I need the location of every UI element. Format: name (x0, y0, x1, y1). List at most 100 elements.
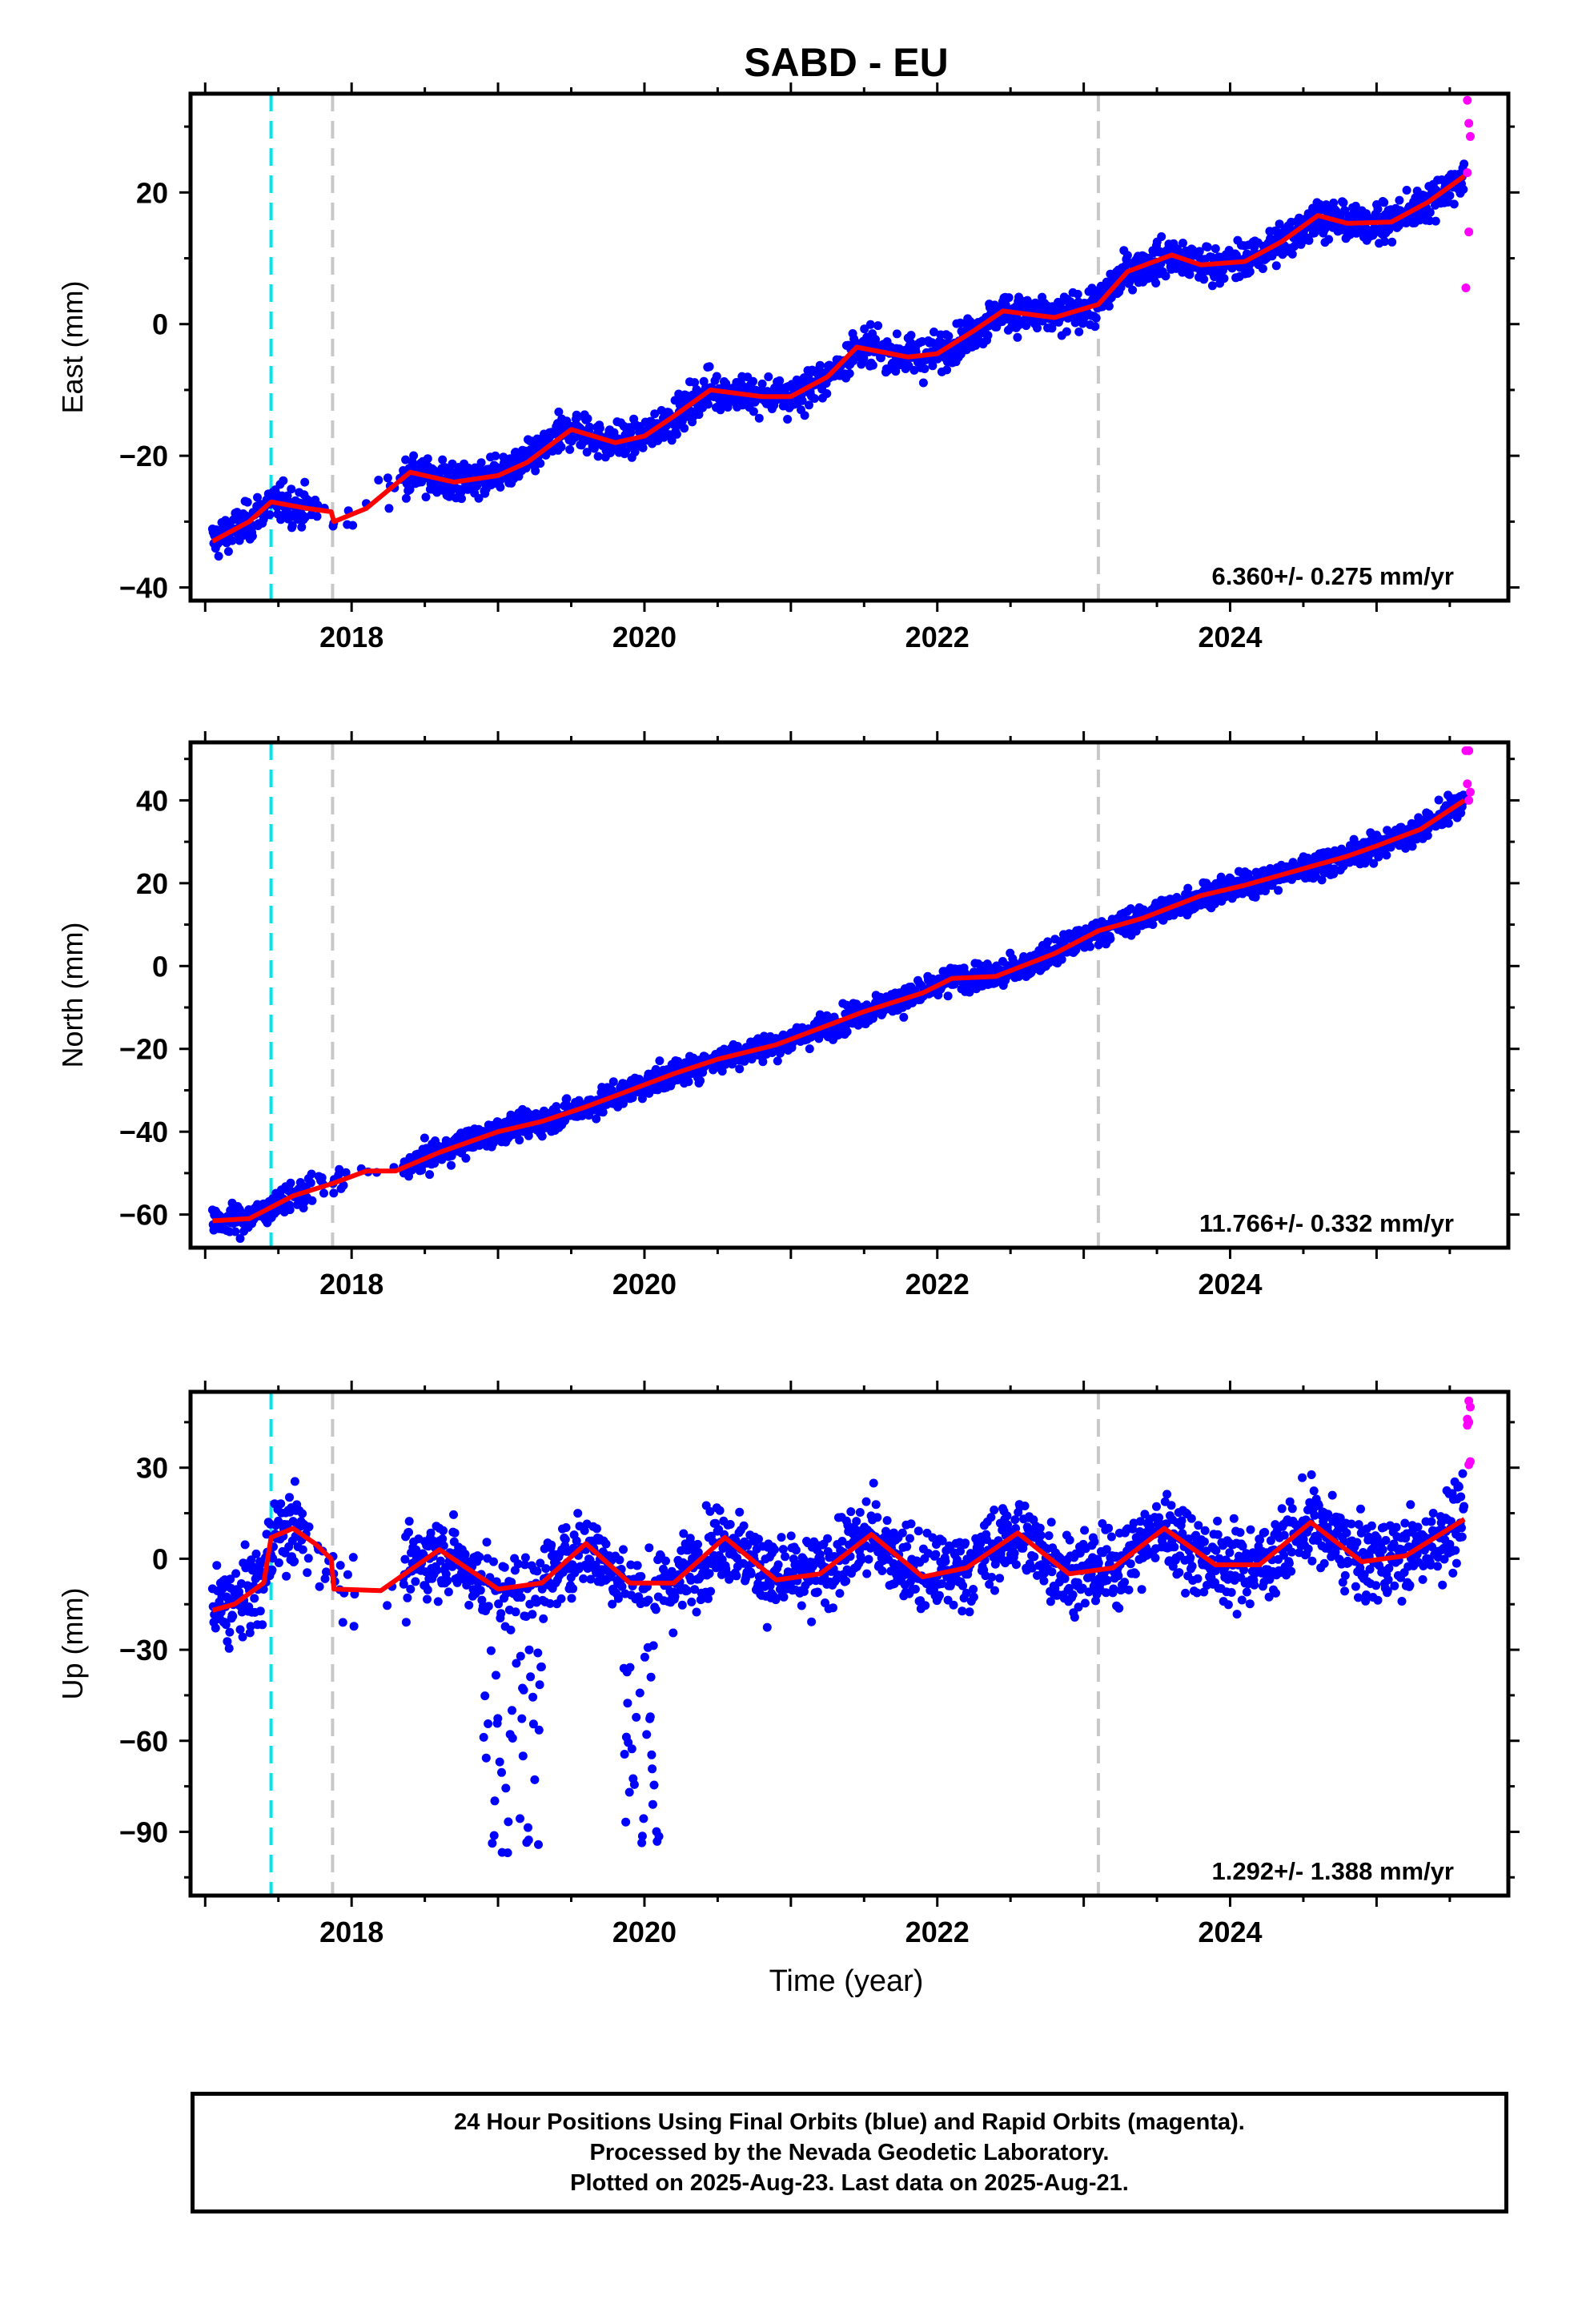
plot-area-up (207, 1392, 1475, 1896)
final-orbit-point (1219, 274, 1229, 283)
final-orbit-point (777, 1533, 786, 1542)
final-orbit-point (399, 1579, 408, 1589)
final-orbit-point (494, 1117, 504, 1127)
final-orbit-point (697, 1594, 707, 1603)
final-orbit-point (532, 1566, 542, 1576)
final-orbit-point (715, 1506, 725, 1515)
final-orbit-point (231, 1569, 241, 1578)
final-orbit-point (300, 477, 310, 487)
final-orbit-point (835, 1589, 845, 1598)
final-orbit-point (480, 1691, 490, 1701)
final-orbit-point (461, 1153, 471, 1163)
final-orbit-point (474, 493, 484, 503)
final-orbit-point (221, 1620, 231, 1630)
final-orbit-point (315, 1582, 324, 1591)
final-orbit-point (401, 1618, 411, 1627)
final-orbit-point (343, 1570, 352, 1579)
final-orbit-point (500, 1562, 509, 1572)
final-orbit-point (444, 1587, 453, 1597)
final-orbit-point (506, 1625, 516, 1634)
final-orbit-point (1211, 244, 1220, 253)
final-orbit-points-north (207, 790, 1469, 1243)
final-orbit-point (739, 1521, 749, 1530)
final-orbit-point (374, 476, 383, 485)
final-orbit-point (495, 1757, 504, 1767)
final-orbit-point (669, 1628, 678, 1638)
final-orbit-point (572, 410, 581, 420)
final-orbit-point (526, 1672, 536, 1682)
final-orbit-point (661, 1556, 670, 1566)
final-orbit-point (815, 360, 825, 370)
final-orbit-point (873, 1513, 882, 1522)
final-orbit-point (534, 1725, 544, 1735)
final-orbit-point (554, 407, 564, 416)
final-orbit-point (537, 1132, 547, 1141)
final-orbit-point (649, 1780, 659, 1790)
final-orbit-point (228, 1611, 238, 1621)
final-orbit-point (1287, 249, 1297, 259)
final-orbit-point (562, 1094, 572, 1104)
final-orbit-point (648, 1799, 657, 1809)
final-orbit-point (306, 1178, 315, 1188)
final-orbit-point (1157, 232, 1166, 241)
final-orbit-point (638, 443, 648, 452)
final-orbit-point (690, 1585, 700, 1594)
plot-area-north (207, 742, 1475, 1248)
final-orbit-point (906, 1519, 916, 1529)
final-orbit-point (1207, 281, 1217, 291)
final-orbit-point (383, 1601, 392, 1610)
final-orbit-point (754, 413, 764, 423)
final-orbit-point (797, 1601, 806, 1610)
final-orbit-point (479, 1732, 488, 1742)
y-tick-label: 0 (152, 950, 168, 983)
final-orbit-point (640, 1652, 649, 1662)
final-orbit-point (286, 1178, 295, 1188)
final-orbit-point (246, 1622, 255, 1631)
rapid-orbit-point (1463, 168, 1472, 178)
final-orbit-point (460, 1550, 470, 1559)
final-orbit-point (486, 1646, 496, 1655)
final-orbit-point (338, 1618, 347, 1627)
final-orbit-point (705, 1506, 715, 1516)
final-orbit-point (1203, 243, 1212, 251)
final-orbit-point (1339, 198, 1348, 207)
final-orbit-point (735, 1507, 745, 1517)
final-orbit-point (519, 1685, 528, 1695)
final-orbit-point (329, 1188, 339, 1198)
rapid-orbit-point (1463, 95, 1472, 105)
final-orbit-point (1402, 186, 1411, 195)
final-orbit-point (672, 429, 681, 439)
final-orbit-point (565, 444, 575, 454)
final-orbit-point (644, 1595, 653, 1605)
final-orbit-point (401, 493, 411, 503)
final-orbit-point (1151, 279, 1161, 287)
final-orbit-point (411, 1577, 420, 1586)
final-orbit-point (1274, 886, 1283, 895)
final-orbit-point (646, 1672, 656, 1682)
final-orbit-point (531, 466, 540, 476)
final-orbit-point (749, 407, 758, 416)
final-orbit-point (481, 1753, 491, 1763)
final-orbit-point (642, 1730, 652, 1739)
final-orbit-point (712, 372, 721, 381)
final-orbit-point (667, 436, 677, 445)
final-orbit-point (717, 1067, 727, 1076)
final-orbit-points-east (207, 159, 1469, 561)
final-orbit-point (520, 1553, 530, 1562)
final-orbit-point (704, 400, 713, 409)
final-orbit-point (528, 1610, 537, 1619)
final-orbit-point (829, 1603, 837, 1613)
final-orbit-point (247, 532, 257, 541)
x-tick-label: 2024 (1198, 1268, 1262, 1301)
final-orbit-point (593, 452, 603, 461)
final-orbit-point (797, 396, 807, 405)
final-orbit-point (383, 473, 392, 483)
final-orbit-point (764, 372, 773, 381)
final-orbit-point (637, 1831, 647, 1841)
final-orbit-point (902, 1542, 912, 1551)
final-orbit-point (488, 1839, 497, 1848)
y-tick-label: −60 (119, 1199, 168, 1232)
final-orbit-point (319, 1188, 328, 1198)
final-orbit-point (1183, 883, 1193, 893)
